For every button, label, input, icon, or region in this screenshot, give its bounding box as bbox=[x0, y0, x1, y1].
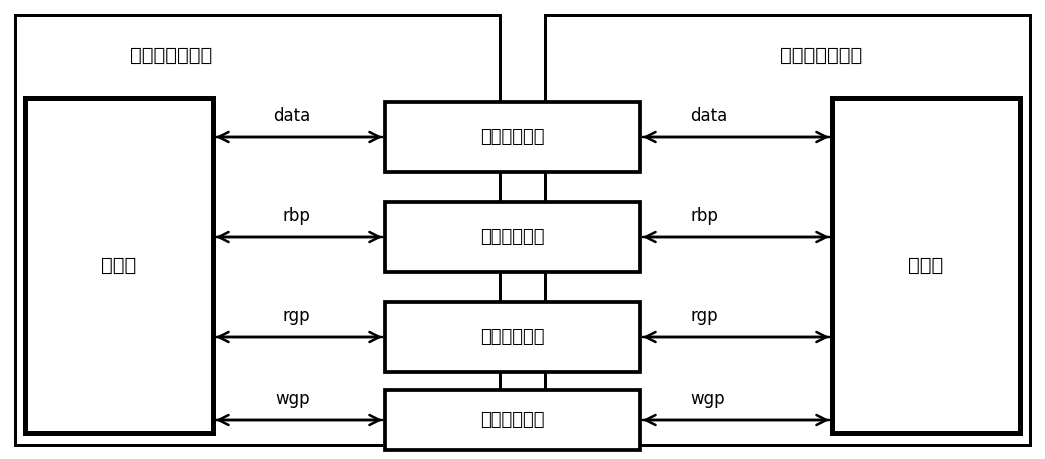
Bar bbox=[385, 202, 640, 272]
Text: 写逻辑电源区域: 写逻辑电源区域 bbox=[130, 45, 212, 65]
Text: 读逻辑电源区域: 读逻辑电源区域 bbox=[780, 45, 862, 65]
Text: 电平转化单元: 电平转化单元 bbox=[481, 328, 544, 346]
Text: rbp: rbp bbox=[690, 207, 718, 225]
Text: data: data bbox=[273, 107, 310, 125]
Bar bbox=[15, 15, 500, 445]
Text: rgp: rgp bbox=[690, 307, 718, 325]
Text: wgp: wgp bbox=[690, 390, 724, 408]
Bar bbox=[385, 102, 640, 172]
Bar bbox=[385, 390, 640, 450]
Text: 读逻辑: 读逻辑 bbox=[908, 256, 944, 274]
Bar bbox=[832, 98, 1020, 433]
Text: 写逻辑: 写逻辑 bbox=[101, 256, 137, 274]
Text: rbp: rbp bbox=[282, 207, 310, 225]
Text: data: data bbox=[690, 107, 727, 125]
Text: 电平转化单元: 电平转化单元 bbox=[481, 228, 544, 246]
Bar bbox=[545, 15, 1030, 445]
Text: wgp: wgp bbox=[276, 390, 310, 408]
Text: rgp: rgp bbox=[282, 307, 310, 325]
Text: 电平转化单元: 电平转化单元 bbox=[481, 128, 544, 146]
Bar bbox=[385, 302, 640, 372]
Text: 电平转化单元: 电平转化单元 bbox=[481, 411, 544, 429]
Bar bbox=[25, 98, 213, 433]
